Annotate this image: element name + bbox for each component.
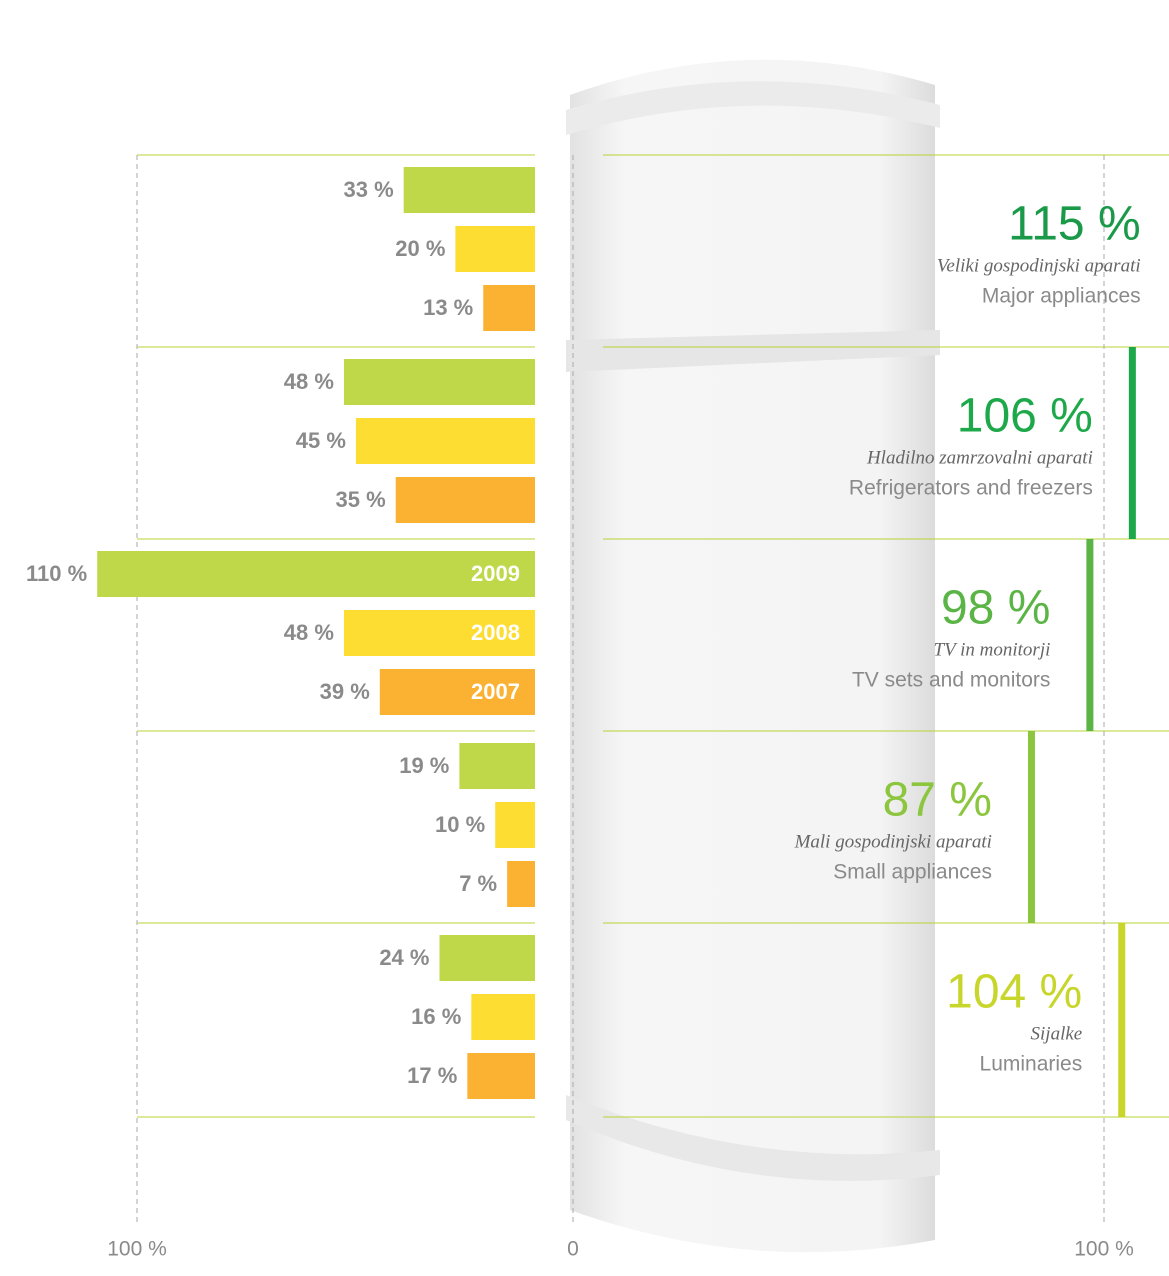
value-label: 16 %	[411, 1004, 461, 1029]
value-label: 48 %	[284, 369, 334, 394]
fridge-body	[570, 60, 935, 1252]
value-label: 87 %	[883, 774, 992, 827]
bar	[1129, 347, 1136, 539]
value-label: 7 %	[459, 871, 497, 896]
category-label-sl: TV in monitorji	[934, 639, 1051, 660]
value-label: 110 %	[26, 561, 87, 586]
bar	[459, 743, 535, 789]
bar	[356, 418, 535, 464]
bar	[404, 167, 535, 213]
bar	[495, 802, 535, 848]
value-label: 19 %	[399, 753, 449, 778]
category-label-sl: Veliki gospodinjski aparati	[937, 255, 1141, 276]
category-label-sl: Sijalke	[1031, 1023, 1083, 1044]
bar	[471, 994, 535, 1040]
category-label: Small appliances	[833, 861, 992, 884]
value-label: 48 %	[284, 620, 334, 645]
value-label: 115 %	[1008, 198, 1141, 251]
bar	[97, 551, 535, 597]
value-label: 45 %	[296, 428, 346, 453]
category-label: Major appliances	[982, 285, 1141, 308]
x-tick-label: 100 %	[107, 1238, 167, 1261]
value-label: 17 %	[407, 1063, 457, 1088]
value-label: 24 %	[379, 945, 429, 970]
bar	[1118, 923, 1125, 1117]
category-label-sl: Mali gospodinjski aparati	[794, 831, 992, 852]
bar	[396, 477, 535, 523]
legend-label: 2009	[471, 561, 520, 586]
value-label: 104 %	[946, 966, 1082, 1019]
fridge	[566, 60, 940, 1252]
bar	[439, 935, 535, 981]
category-label: TV sets and monitors	[852, 669, 1050, 692]
bar	[1086, 539, 1093, 731]
bar	[455, 226, 535, 272]
value-label: 13 %	[423, 295, 473, 320]
x-tick-label: 0	[567, 1238, 579, 1261]
x-tick-label: 100 %	[1074, 1238, 1134, 1261]
legend-label: 2007	[471, 679, 520, 704]
value-label: 20 %	[395, 236, 445, 261]
bar	[507, 861, 535, 907]
category-label: Refrigerators and freezers	[849, 477, 1093, 500]
value-label: 33 %	[344, 177, 394, 202]
chart: 100 % 0 100 % 33 % 48 % 110 % 2009 19 % 24 % 20 %…	[0, 0, 1169, 1276]
category-label: Luminaries	[980, 1053, 1083, 1076]
bar	[467, 1053, 535, 1099]
bar	[344, 359, 535, 405]
bar	[483, 285, 535, 331]
value-label: 39 %	[320, 679, 370, 704]
value-label: 35 %	[336, 487, 386, 512]
value-label: 10 %	[435, 812, 485, 837]
value-label: 106 %	[957, 390, 1093, 443]
legend-label: 2008	[471, 620, 520, 645]
bar	[1028, 731, 1035, 923]
category-label-sl: Hladilno zamrzovalni aparati	[866, 447, 1093, 468]
value-label: 98 %	[941, 582, 1050, 635]
